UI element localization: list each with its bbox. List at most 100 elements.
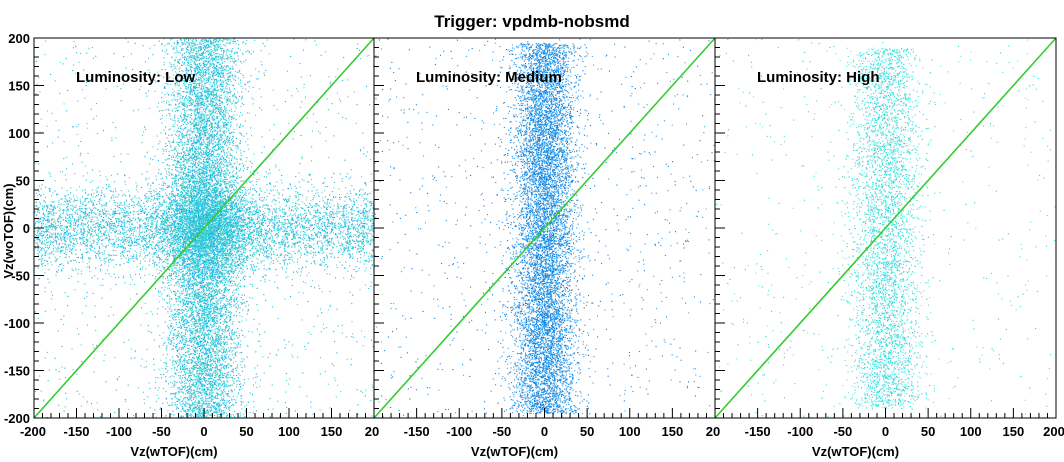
scatter-point — [200, 76, 202, 78]
scatter-point — [180, 186, 182, 188]
scatter-point — [185, 135, 187, 137]
scatter-point — [213, 352, 215, 354]
scatter-point — [171, 337, 173, 339]
scatter-point — [214, 344, 216, 346]
scatter-point — [211, 329, 213, 331]
scatter-point — [189, 308, 191, 310]
scatter-point — [205, 382, 207, 384]
scatter-point — [190, 307, 192, 309]
scatter-point — [210, 374, 212, 376]
scatter-point — [202, 134, 204, 136]
scatter-point — [238, 335, 240, 337]
scatter-point — [158, 345, 160, 347]
scatter-point — [205, 77, 207, 79]
scatter-point — [234, 269, 236, 271]
scatter-point — [200, 304, 202, 306]
scatter-point — [195, 68, 197, 70]
scatter-point — [200, 358, 202, 360]
scatter-point — [143, 402, 145, 404]
scatter-point — [171, 339, 173, 341]
scatter-point — [248, 112, 250, 114]
scatter-point — [223, 44, 225, 46]
scatter-point — [225, 300, 227, 302]
scatter-point — [146, 95, 148, 97]
scatter-point — [173, 290, 175, 292]
scatter-point — [207, 178, 209, 180]
scatter-point — [203, 205, 205, 207]
scatter-point — [201, 243, 203, 245]
scatter-point — [196, 306, 198, 308]
scatter-point — [192, 371, 194, 373]
scatter-point — [192, 189, 194, 191]
scatter-point — [208, 332, 210, 334]
scatter-point — [219, 83, 221, 85]
scatter-point — [210, 275, 212, 277]
scatter-point — [216, 366, 218, 368]
scatter-point — [204, 125, 206, 127]
scatter-point — [240, 149, 242, 151]
scatter-point — [218, 73, 220, 75]
scatter-point — [197, 404, 199, 406]
scatter-point — [234, 199, 236, 201]
scatter-point — [180, 184, 182, 186]
scatter-point — [212, 295, 214, 297]
scatter-point — [211, 85, 213, 87]
scatter-point — [162, 196, 164, 198]
scatter-point — [213, 309, 215, 311]
scatter-point — [177, 330, 179, 332]
scatter-point — [165, 143, 167, 145]
scatter-point — [212, 86, 214, 88]
scatter-point — [196, 44, 198, 46]
scatter-point — [234, 247, 236, 249]
scatter-point — [211, 283, 213, 285]
scatter-point — [214, 402, 216, 404]
scatter-point — [194, 93, 196, 95]
scatter-point — [162, 181, 164, 183]
scatter-point — [190, 72, 192, 74]
scatter-point — [243, 167, 245, 169]
scatter-point — [202, 86, 204, 88]
scatter-point — [235, 306, 237, 308]
scatter-point — [190, 98, 192, 100]
scatter-point — [185, 365, 187, 367]
scatter-point — [195, 86, 197, 88]
scatter-point — [231, 296, 233, 298]
scatter-point — [227, 65, 229, 67]
scatter-point — [148, 57, 150, 59]
scatter-point — [183, 154, 185, 156]
scatter-point — [204, 74, 206, 76]
scatter-point — [226, 138, 228, 140]
scatter-point — [216, 167, 218, 169]
scatter-point — [183, 75, 185, 77]
scatter-point — [181, 112, 183, 114]
scatter-point — [193, 182, 195, 184]
scatter-point — [220, 57, 222, 59]
scatter-point — [200, 167, 202, 169]
scatter-point — [236, 302, 238, 304]
scatter-point — [237, 283, 239, 285]
scatter-point — [145, 92, 147, 94]
scatter-point — [203, 169, 205, 171]
scatter-point — [256, 304, 258, 306]
scatter-point — [194, 110, 196, 112]
scatter-point — [201, 118, 203, 120]
scatter-point — [194, 114, 196, 116]
scatter-point — [194, 257, 196, 259]
scatter-point — [201, 269, 203, 271]
scatter-point — [170, 245, 172, 247]
scatter-point — [200, 278, 202, 280]
scatter-point — [226, 186, 228, 188]
scatter-point — [204, 307, 206, 309]
scatter-point — [232, 323, 234, 325]
scatter-point — [198, 338, 200, 340]
scatter-point — [176, 337, 178, 339]
scatter-point — [198, 113, 200, 115]
scatter-point — [219, 329, 221, 331]
scatter-point — [214, 41, 216, 43]
scatter-point — [175, 374, 177, 376]
scatter-point — [187, 310, 189, 312]
scatter-point — [209, 49, 211, 51]
scatter-point — [204, 61, 206, 63]
scatter-point — [212, 284, 214, 286]
scatter-point — [199, 391, 201, 393]
